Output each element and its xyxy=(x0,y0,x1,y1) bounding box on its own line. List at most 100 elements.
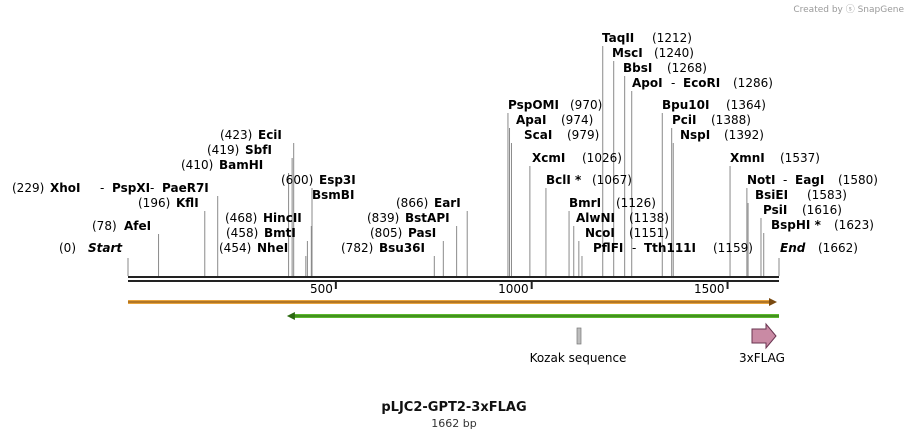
site-pos-xhoi: (229) xyxy=(12,181,44,195)
site-pos-pspomi: (970) xyxy=(570,98,602,112)
site-pos-alwni: (1138) xyxy=(629,211,669,225)
site-label-bcli[interactable]: BclI * xyxy=(546,173,582,187)
site-label-alwni[interactable]: AlwNI xyxy=(576,211,615,225)
site-label-scai[interactable]: ScaI xyxy=(524,128,552,142)
site-label-ncoi[interactable]: NcoI xyxy=(585,226,615,240)
features: Kozak sequence 3xFLAG xyxy=(128,298,785,365)
tick-label-1500: 1500 xyxy=(694,282,725,296)
site-pos-msci: (1240) xyxy=(654,46,694,60)
site-pos-nspi: (1392) xyxy=(724,128,764,142)
site-dash: - xyxy=(783,173,787,187)
plasmid-name: pLJC2-GPT2-3xFLAG xyxy=(381,400,527,415)
site-pos-bstapi: (839) xyxy=(367,211,399,225)
feature-green-arrowhead xyxy=(286,312,295,320)
site-label-sbfi[interactable]: SbfI xyxy=(245,143,272,157)
site-dash: - xyxy=(100,181,104,195)
site-pos-pcii: (1388) xyxy=(711,113,751,127)
site-pos-end: (1662) xyxy=(818,241,858,255)
site-label-apoi[interactable]: ApoI xyxy=(632,76,663,90)
site-label-pspomi[interactable]: PspOMI xyxy=(508,98,559,112)
site-pos-nhei: (454) xyxy=(219,241,251,255)
plasmid-length: 1662 bp xyxy=(431,417,477,430)
site-pos-kfli: (196) xyxy=(138,196,170,210)
feature-kozak-label: Kozak sequence xyxy=(530,351,627,365)
feature-orange-arrowhead xyxy=(769,298,777,306)
site-label-msci[interactable]: MscI xyxy=(612,46,643,60)
site-pos-bsu36i: (782) xyxy=(341,241,373,255)
site-label-afei[interactable]: AfeI xyxy=(124,219,151,233)
site-pos-psii: (1616) xyxy=(802,203,842,217)
site-pos-bsphi: (1623) xyxy=(834,218,874,232)
site-label-bbsi[interactable]: BbsI xyxy=(623,61,652,75)
site-dash: - xyxy=(632,241,636,255)
site-label-bpu10i[interactable]: Bpu10I xyxy=(662,98,709,112)
site-label-taqii[interactable]: TaqII xyxy=(602,31,634,45)
site-label-psii[interactable]: PsiI xyxy=(763,203,787,217)
site-pos-taqii: (1212) xyxy=(652,31,692,45)
site-label-xmni[interactable]: XmnI xyxy=(730,151,765,165)
site-label-ecori[interactable]: EcoRI xyxy=(683,76,720,90)
site-label-bsphi[interactable]: BspHI * xyxy=(771,218,822,232)
site-label-esp3i[interactable]: Esp3I xyxy=(319,173,356,187)
site-pos-start: (0) xyxy=(59,241,76,255)
feature-kozak-block[interactable] xyxy=(576,327,582,345)
site-pos-bamhi: (410) xyxy=(181,158,213,172)
site-label-hincii[interactable]: HincII xyxy=(263,211,302,225)
site-pos-bsiei: (1583) xyxy=(807,188,847,202)
site-pos-apoi: (1286) xyxy=(733,76,773,90)
axis-ticks: 500 1000 1500 xyxy=(310,282,729,296)
site-pos-eari: (866) xyxy=(396,196,428,210)
site-label-bsiei[interactable]: BsiEI xyxy=(755,188,788,202)
feature-3xflag-arrow[interactable] xyxy=(751,322,777,350)
site-label-bmri[interactable]: BmrI xyxy=(569,196,601,210)
site-pos-bmti: (458) xyxy=(226,226,258,240)
site-label-bsu36i[interactable]: Bsu36I xyxy=(379,241,425,255)
site-label-pcii[interactable]: PciI xyxy=(672,113,697,127)
site-pos-pasi: (805) xyxy=(370,226,402,240)
site-label-eagi[interactable]: EagI xyxy=(795,173,824,187)
site-label-tth111i[interactable]: Tth111I xyxy=(644,241,696,255)
site-pos-scai: (979) xyxy=(567,128,599,142)
site-pos-pflfi: (1159) xyxy=(713,241,753,255)
site-pos-bcli: (1067) xyxy=(592,173,632,187)
snapgene-credit: Created by ⓢ SnapGene xyxy=(793,5,904,15)
site-pos-sbfi: (419) xyxy=(207,143,239,157)
site-label-xhoi[interactable]: XhoI xyxy=(50,181,81,195)
site-label-ecii[interactable]: EciI xyxy=(258,128,282,142)
site-label-nspi[interactable]: NspI xyxy=(680,128,710,142)
site-label-pspxi[interactable]: PspXI xyxy=(112,181,150,195)
site-pos-apai: (974) xyxy=(561,113,593,127)
site-pos-ncoi: (1151) xyxy=(629,226,669,240)
site-dash: - xyxy=(671,76,675,90)
site-label-end[interactable]: End xyxy=(780,241,806,255)
site-pos-ecii: (423) xyxy=(220,128,252,142)
site-dash: - xyxy=(150,181,154,195)
site-label-bstapi[interactable]: BstAPI xyxy=(405,211,450,225)
site-label-kfli[interactable]: KflI xyxy=(176,196,199,210)
site-pos-esp3i: (600) xyxy=(281,173,313,187)
site-label-apai[interactable]: ApaI xyxy=(516,113,546,127)
site-lines xyxy=(127,46,780,276)
site-label-paer7i[interactable]: PaeR7I xyxy=(162,181,209,195)
site-pos-bpu10i: (1364) xyxy=(726,98,766,112)
site-label-start[interactable]: Start xyxy=(88,241,123,255)
site-label-bsmbi[interactable]: BsmBI xyxy=(312,188,354,202)
feature-3xflag-label: 3xFLAG xyxy=(739,351,785,365)
site-pos-xmni: (1537) xyxy=(780,151,820,165)
site-pos-noti: (1580) xyxy=(838,173,878,187)
site-label-bmti[interactable]: BmtI xyxy=(264,226,296,240)
site-label-pasi[interactable]: PasI xyxy=(408,226,436,240)
site-pos-afei: (78) xyxy=(92,219,117,233)
site-pos-bmri: (1126) xyxy=(616,196,656,210)
site-pos-hincii: (468) xyxy=(225,211,257,225)
site-label-bamhi[interactable]: BamHI xyxy=(219,158,263,172)
site-pos-xcmi: (1026) xyxy=(582,151,622,165)
site-pos-bbsi: (1268) xyxy=(667,61,707,75)
site-label-pflfi[interactable]: PflFI xyxy=(593,241,623,255)
site-label-noti[interactable]: NotI xyxy=(747,173,776,187)
site-label-xcmi[interactable]: XcmI xyxy=(532,151,565,165)
site-labels: Start(0)AfeI(78)XhoI(229) - PspXI - PaeR7IKf… xyxy=(12,31,878,255)
site-label-eari[interactable]: EarI xyxy=(434,196,461,210)
site-label-nhei[interactable]: NheI xyxy=(257,241,288,255)
